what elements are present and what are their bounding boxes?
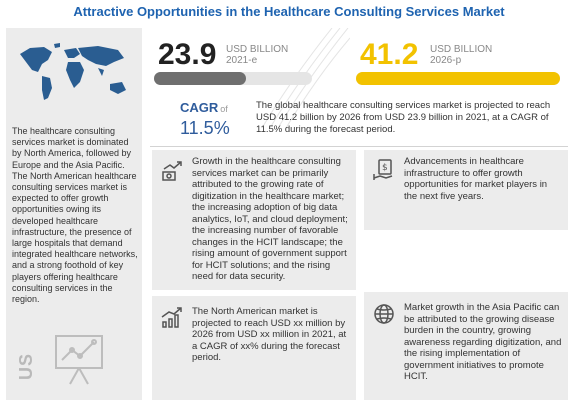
projected-value-bar bbox=[356, 72, 560, 85]
insight-card-north-america: The North American market is projected t… bbox=[152, 296, 356, 400]
insight-text: Market growth in the Asia Pacific can be… bbox=[404, 302, 562, 382]
insight-card-infrastructure: $ Advancements in healthcare infrastruct… bbox=[364, 150, 568, 230]
market-summary-text: The global healthcare consulting service… bbox=[256, 100, 551, 135]
insight-card-asia-pacific: Market growth in the Asia Pacific can be… bbox=[364, 292, 568, 400]
current-year: 2021-e bbox=[226, 55, 258, 66]
insight-text: The North American market is projected t… bbox=[192, 306, 347, 363]
left-panel: The healthcare consulting services marke… bbox=[6, 28, 142, 400]
cagr-value: 11.5% bbox=[180, 118, 230, 138]
current-unit-label: USD BILLION bbox=[226, 44, 289, 55]
money-growth-icon bbox=[162, 161, 182, 181]
insight-card-growth: Growth in the healthcare consulting serv… bbox=[152, 150, 356, 290]
projected-unit: USD BILLION 2026-p bbox=[430, 44, 492, 66]
insight-text: Growth in the healthcare consulting serv… bbox=[192, 156, 348, 282]
current-unit: USD BILLION 2021-e bbox=[226, 44, 288, 66]
current-value: 23.9 bbox=[158, 38, 217, 71]
page-title: Attractive Opportunities in the Healthca… bbox=[73, 4, 505, 19]
insight-text: Advancements in healthcare infrastructur… bbox=[404, 156, 548, 202]
current-value-bar-fill bbox=[154, 72, 246, 85]
world-map-icon bbox=[20, 43, 126, 100]
projected-unit-label: USD BILLION bbox=[430, 44, 493, 55]
region-label: US bbox=[16, 352, 36, 380]
projected-value-bar-fill bbox=[356, 72, 560, 85]
cagr-label: CAGR of bbox=[180, 100, 228, 115]
cagr-label-text: CAGR bbox=[180, 100, 219, 115]
current-value-bar bbox=[154, 72, 312, 85]
bar-chart-growth-icon bbox=[161, 307, 182, 328]
left-panel-description: The healthcare consulting services marke… bbox=[12, 126, 138, 305]
globe-icon bbox=[374, 304, 394, 324]
presentation-chart-icon bbox=[55, 335, 103, 385]
cagr-of-text: of bbox=[220, 104, 228, 114]
section-divider bbox=[150, 146, 568, 147]
money-hand-icon: $ bbox=[373, 159, 393, 180]
projected-value: 41.2 bbox=[360, 38, 419, 71]
projected-year: 2026-p bbox=[430, 55, 462, 66]
svg-text:$: $ bbox=[382, 163, 388, 173]
